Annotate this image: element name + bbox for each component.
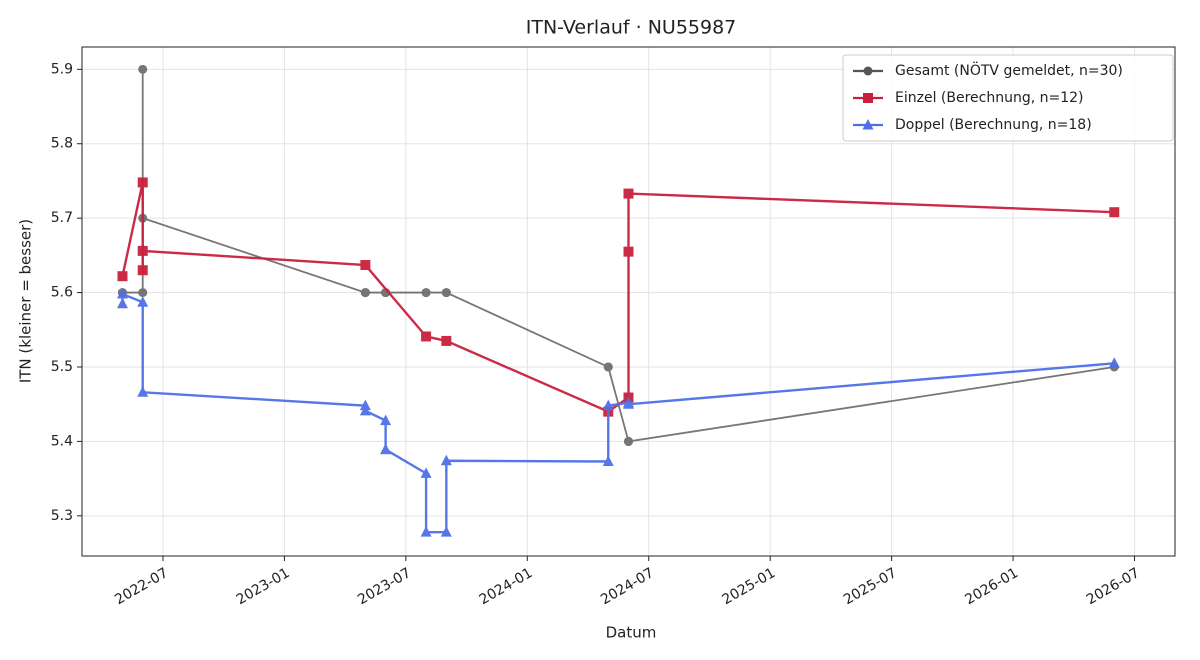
marker: [862, 119, 874, 130]
marker: [137, 386, 149, 397]
x-tick-label: 2024-01: [477, 565, 536, 608]
marker: [137, 245, 148, 256]
y-tick-label: 5.9: [51, 61, 73, 77]
marker: [137, 177, 148, 188]
x-tick-label: 2024-07: [598, 565, 657, 608]
series: [117, 64, 1119, 446]
marker: [602, 399, 614, 411]
x-tick-label: 2025-01: [720, 565, 779, 608]
x-tick-label: 2022-07: [112, 565, 171, 608]
marker: [603, 362, 613, 372]
y-tick-label: 5.6: [51, 285, 73, 301]
marker: [1109, 207, 1120, 218]
marker: [137, 296, 149, 307]
marker: [421, 288, 431, 298]
marker: [441, 335, 452, 346]
marker: [863, 93, 873, 103]
series: [116, 288, 1120, 537]
marker: [138, 288, 148, 298]
marker: [441, 288, 451, 298]
marker: [623, 398, 634, 409]
x-tick-label: 2026-01: [962, 565, 1021, 608]
y-tick-label: 5.5: [51, 359, 73, 375]
marker: [380, 443, 392, 455]
legend-label: Einzel (Berechnung, n=12): [895, 90, 1084, 106]
marker: [116, 297, 128, 309]
marker: [440, 454, 452, 466]
marker: [137, 265, 148, 276]
x-tick-label: 2023-07: [355, 565, 414, 608]
x-axis-label: Datum: [606, 624, 657, 642]
marker: [380, 414, 392, 426]
chart-title: ITN-Verlauf · NU55987: [526, 17, 737, 39]
marker: [440, 526, 452, 537]
marker: [117, 271, 128, 282]
y-tick-label: 5.4: [51, 433, 73, 449]
marker: [420, 467, 432, 478]
legend-label: Gesamt (NÖTV gemeldet, n=30): [895, 61, 1123, 79]
x-tick-label: 2026-07: [1084, 565, 1143, 608]
marker: [138, 64, 148, 74]
marker: [421, 331, 432, 342]
marker: [1108, 357, 1120, 368]
marker: [623, 188, 634, 199]
marker: [359, 404, 371, 416]
marker: [623, 246, 634, 257]
marker: [420, 526, 432, 537]
plot-frame: [81, 46, 1176, 557]
x-tick-label: 2023-01: [234, 565, 293, 608]
series-line: [121, 182, 1115, 414]
marker: [116, 288, 128, 299]
marker: [624, 436, 633, 446]
series-line: [121, 292, 1115, 534]
marker: [602, 455, 614, 466]
x-tick-label: 2025-07: [841, 565, 900, 608]
y-tick-label: 5.8: [51, 136, 73, 152]
legend-box: [842, 54, 1174, 142]
marker: [863, 66, 873, 76]
series: [117, 177, 1120, 417]
y-tick-label: 5.3: [51, 508, 73, 524]
marker: [360, 260, 371, 271]
marker: [360, 288, 370, 298]
y-axis-label: ITN (kleiner = besser): [17, 219, 35, 383]
legend-label: Doppel (Berechnung, n=18): [895, 117, 1092, 133]
y-tick-label: 5.7: [51, 210, 73, 226]
